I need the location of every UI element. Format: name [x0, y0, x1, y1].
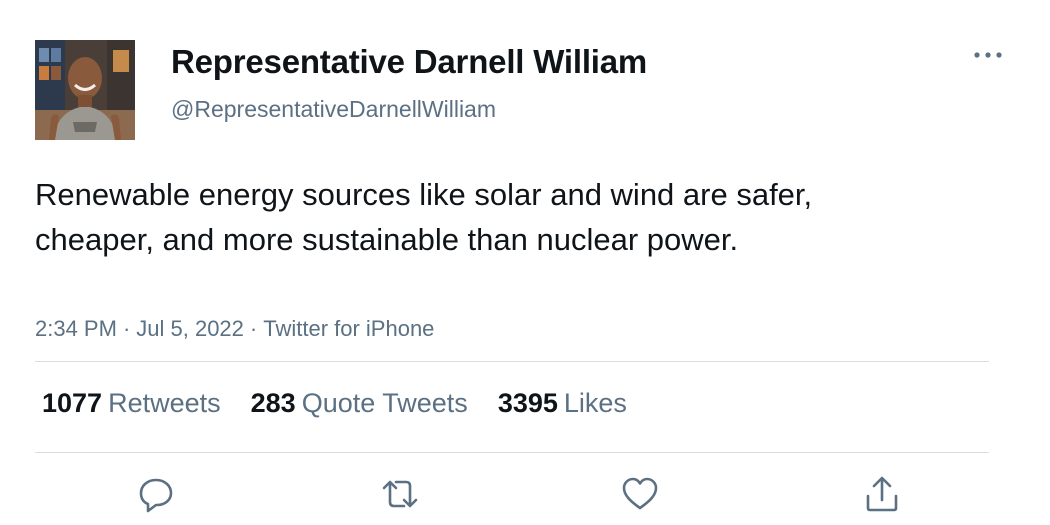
meta-separator: ·: [122, 316, 131, 341]
likes-label: Likes: [563, 388, 627, 418]
divider: [35, 361, 989, 362]
share-button[interactable]: [862, 474, 902, 514]
author-handle[interactable]: @RepresentativeDarnellWilliam: [171, 96, 497, 122]
retweet-icon: [382, 480, 418, 508]
likes-stat[interactable]: 3395 Likes: [498, 388, 627, 419]
tweet-source[interactable]: Twitter for iPhone: [263, 316, 435, 341]
reply-icon: [139, 478, 173, 513]
tweet-time[interactable]: 2:34 PM: [35, 316, 117, 341]
avatar-photo: [35, 40, 135, 140]
share-icon: [866, 476, 898, 512]
tweet-date[interactable]: Jul 5, 2022: [136, 316, 244, 341]
meta-separator: ·: [249, 316, 258, 341]
retweets-label: Retweets: [108, 388, 221, 418]
author-display-name[interactable]: Representative Darnell William: [171, 43, 648, 80]
divider: [35, 452, 989, 453]
quote-tweets-count: 283: [250, 388, 296, 418]
quote-tweets-stat[interactable]: 283 Quote Tweets: [251, 388, 468, 419]
avatar[interactable]: [35, 40, 135, 140]
more-icon: [974, 52, 1002, 58]
reply-button[interactable]: [136, 474, 176, 514]
retweets-stat[interactable]: 1077 Retweets: [42, 388, 221, 419]
retweets-count: 1077: [42, 388, 103, 418]
heart-icon: [622, 477, 658, 510]
tweet-stats: 1077 Retweets 283 Quote Tweets 3395 Likes: [42, 388, 627, 419]
likes-count: 3395: [497, 388, 558, 418]
tweet-text: Renewable energy sources like solar and …: [35, 177, 813, 257]
retweet-button[interactable]: [380, 474, 420, 514]
tweet-metadata: 2:34 PM · Jul 5, 2022 · Twitter for iPhone: [35, 316, 434, 342]
quote-tweets-label: Quote Tweets: [301, 388, 468, 418]
like-button[interactable]: [620, 474, 660, 514]
more-options-button[interactable]: [968, 40, 1008, 70]
